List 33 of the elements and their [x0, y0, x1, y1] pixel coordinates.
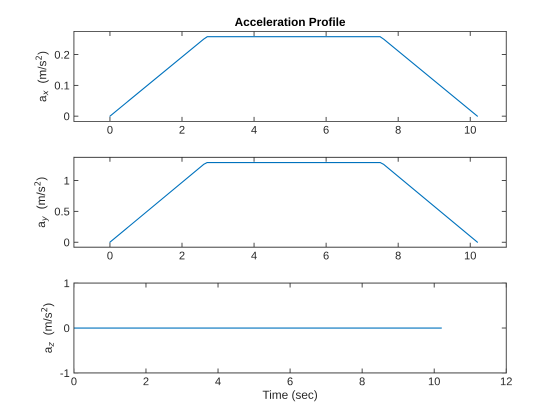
x-tick-label: 4	[251, 126, 257, 134]
x-tick-label: 2	[143, 377, 149, 386]
x-tick-label: 6	[324, 252, 329, 260]
x-tick-label: 4	[215, 378, 221, 386]
y-tick-label: 1	[64, 279, 70, 288]
x-tick-label: 0	[71, 377, 77, 386]
x-tick-label: 2	[179, 126, 185, 134]
y-tick-label: 0	[64, 238, 70, 246]
chart-title: Acceleration Profile	[234, 17, 346, 26]
y-tick-label: 1	[64, 176, 70, 184]
y-axis-title: a$_{x}$ (m/s$^{2}$)	[36, 52, 49, 102]
y-tick-label: 0.1	[54, 82, 70, 90]
x-tick-label: 0	[107, 252, 113, 260]
y-tick-label: -1	[60, 369, 70, 377]
x-tick-label: 10	[464, 126, 476, 134]
x-tick-label: 4	[251, 252, 257, 260]
x-axis-title: Time (sec)	[262, 390, 317, 402]
x-tick-label: 8	[396, 252, 401, 260]
x-tick-label: 2	[179, 252, 185, 260]
y-tick-label: 0.5	[54, 208, 70, 216]
y-axis-title: a$_{z}$ (m/s$^{2}$)	[41, 304, 54, 353]
y-tick-label: 0.2	[54, 50, 70, 59]
x-tick-label: 6	[324, 126, 329, 134]
y-tick-label: 0	[64, 112, 70, 120]
x-tick-label: 12	[500, 377, 512, 386]
x-tick-label: 6	[288, 377, 293, 386]
y-tick-label: 0	[64, 324, 70, 332]
x-tick-label: 10	[428, 377, 440, 386]
x-tick-label: 8	[396, 126, 401, 134]
x-tick-label: 0	[107, 126, 113, 134]
x-tick-label: 10	[464, 252, 476, 260]
y-axis-title: a$_{y}$ (m/s$^{2}$)	[34, 177, 49, 228]
x-tick-label: 8	[360, 377, 365, 386]
